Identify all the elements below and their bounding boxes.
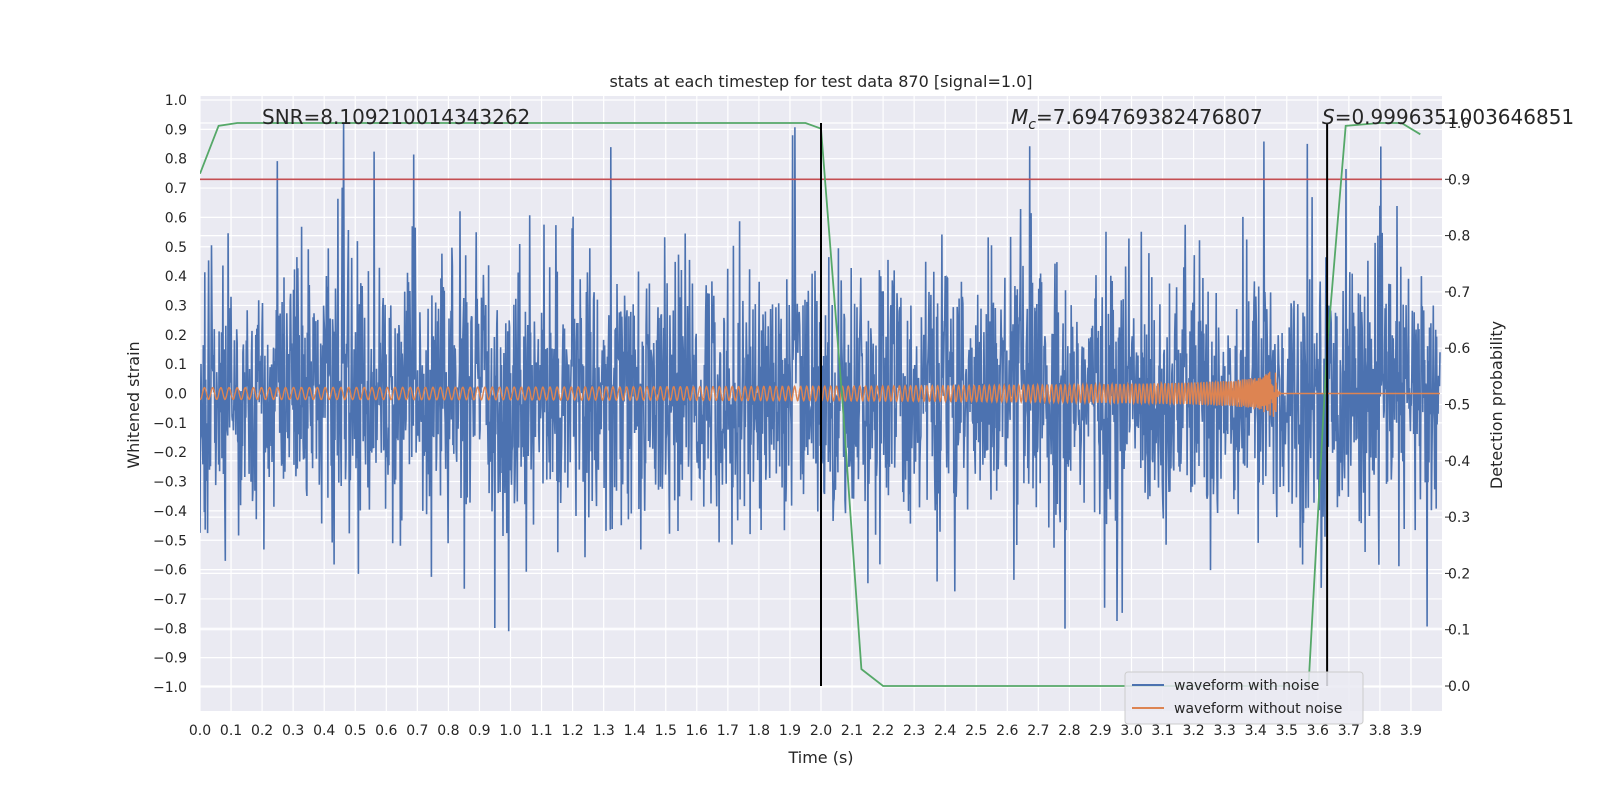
y2-tick-labels: 1.0 0.9 0.8 0.7 0.6 0.5 0.4 0.3 0.2 0.1 0.0 [1448,116,1470,695]
y-tick-label: 0.2 [165,328,187,344]
x-tick-label: 0.2 [251,723,273,739]
y2-tick-label: 0.3 [1448,510,1470,526]
x-tick-label: 0.6 [375,723,397,739]
chart-title: stats at each timestep for test data 870… [609,72,1032,91]
x-tick-label: 0.3 [282,723,304,739]
x-tick-label: 1.6 [686,723,708,739]
x-tick-label: 3.7 [1338,723,1360,739]
x-tick-label: 1.3 [593,723,615,739]
annotation-chirp-mass: Mc=7.694769382476807 [1011,105,1263,133]
y-axis-label: Whitened strain [124,341,143,468]
y-tick-label: 0.9 [165,122,187,138]
y2-tick-label: 0.6 [1448,341,1470,357]
x-tick-label: 2.7 [1027,723,1049,739]
x-tick-label: 0.4 [313,723,335,739]
y2-axis-label: Detection probability [1487,321,1506,489]
y2-tick-label: 0.5 [1448,398,1470,414]
legend-label-clean: waveform without noise [1174,701,1342,717]
x-tick-label: 3.8 [1369,723,1391,739]
x-tick-labels: 0.0 0.1 0.2 0.3 0.4 0.5 0.6 0.7 0.8 0.9 1.0 1.1 1.2 1… [189,723,1422,739]
y-tick-label: 0.1 [165,357,187,373]
y-tick-label: −0.8 [153,621,187,637]
y-tick-label: −0.6 [153,563,187,579]
x-tick-label: 0.9 [468,723,490,739]
annotation-snr: SNR=8.109210014343262 [262,105,530,129]
legend: waveform with noise waveform without noi… [1124,671,1364,725]
x-tick-label: 2.4 [934,723,956,739]
x-tick-label: 0.1 [220,723,242,739]
y2-tick-label: 0.7 [1448,285,1470,301]
x-tick-label: 3.3 [1214,723,1236,739]
y-tick-label: 0.8 [165,152,187,168]
x-tick-label: 0.0 [189,723,211,739]
y-tick-label: −0.2 [153,445,187,461]
x-axis-label: Time (s) [787,748,853,767]
x-tick-label: 0.5 [344,723,366,739]
x-tick-label: 2.2 [872,723,894,739]
y-tick-label: −0.4 [153,504,187,520]
y2-tick-label: 0.8 [1448,229,1470,245]
y-tick-label: −0.7 [153,592,187,608]
y2-tick-label: 0.2 [1448,566,1470,582]
x-tick-label: 3.2 [1182,723,1204,739]
y-tick-label: 0.5 [165,240,187,256]
x-tick-label: 2.5 [965,723,987,739]
y2-tick-label: 1.0 [1448,116,1470,132]
x-tick-label: 2.8 [1058,723,1080,739]
x-tick-label: 3.9 [1400,723,1422,739]
x-tick-label: 0.7 [406,723,428,739]
y-tick-label: 1.0 [165,93,187,109]
legend-label-noise: waveform with noise [1174,678,1319,694]
x-tick-label: 1.1 [530,723,552,739]
annotation-score: S=0.9996351003646851 [1322,105,1574,129]
x-tick-label: 3.6 [1307,723,1329,739]
y-tick-labels: 1.0 0.9 0.8 0.7 0.6 0.5 0.4 0.3 0.2 0.1 0.0 −0.1 −0.… [153,93,187,696]
y-tick-label: 0.0 [165,387,187,403]
y-tick-label: 0.3 [165,298,187,314]
x-tick-label: 0.8 [437,723,459,739]
series-waveform-with-noise [200,123,1441,632]
x-tick-label: 2.1 [841,723,863,739]
y-tick-label: −0.3 [153,475,187,491]
y-tick-label: 0.4 [165,269,187,285]
x-tick-label: 1.2 [561,723,583,739]
y-tick-label: −0.1 [153,416,187,432]
x-tick-label: 1.7 [717,723,739,739]
x-tick-label: 3.4 [1245,723,1267,739]
x-tick-label: 1.9 [779,723,801,739]
x-tick-label: 3.5 [1276,723,1298,739]
x-tick-label: 1.5 [655,723,677,739]
y2-tick-label: 0.9 [1448,172,1470,188]
y-tick-label: −0.9 [153,651,187,667]
y-tick-label: −1.0 [153,680,187,696]
x-tick-label: 2.0 [810,723,832,739]
y-tick-label: −0.5 [153,533,187,549]
x-tick-label: 2.9 [1089,723,1111,739]
x-tick-label: 1.8 [748,723,770,739]
x-tick-label: 2.6 [996,723,1018,739]
y-tick-label: 0.6 [165,210,187,226]
x-tick-label: 3.1 [1151,723,1173,739]
y2-tick-label: 0.0 [1448,679,1470,695]
y2-tick-label: 0.4 [1448,454,1470,470]
x-tick-label: 1.4 [624,723,646,739]
x-tick-label: 2.3 [903,723,925,739]
legend-box [1124,671,1364,725]
y-tick-label: 0.7 [165,181,187,197]
y2-tick-label: 0.1 [1448,623,1470,639]
series-detection-probability [200,122,1421,687]
x-tick-label: 1.0 [499,723,521,739]
x-tick-label: 3.0 [1120,723,1142,739]
